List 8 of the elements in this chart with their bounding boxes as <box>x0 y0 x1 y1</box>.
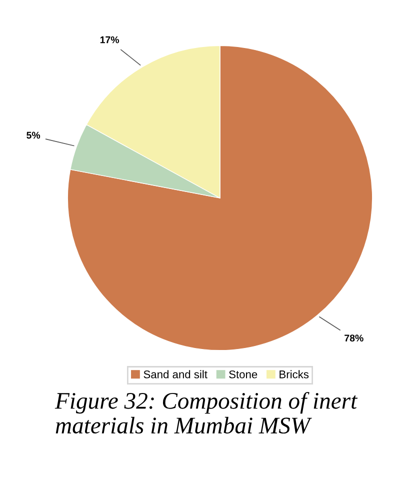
data-label: 5% <box>26 132 40 139</box>
caption: Figure 32: Composition of inert materials in Mumbai MSW <box>54 392 358 434</box>
data-label: 17% <box>100 36 120 44</box>
pie-slice <box>67 45 373 351</box>
legend-label: Bricks <box>280 370 309 378</box>
data-label: 78% <box>344 334 364 342</box>
legend-label: Sand and silt <box>144 370 208 378</box>
legend-label: Stone <box>229 370 258 378</box>
